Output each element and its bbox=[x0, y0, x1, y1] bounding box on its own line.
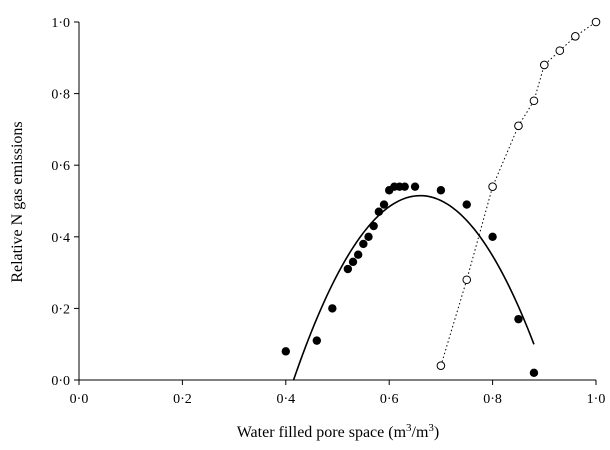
open-data-point bbox=[540, 60, 549, 70]
open-data-point bbox=[488, 182, 497, 191]
filled-data-point bbox=[359, 239, 368, 249]
filled-data-point bbox=[348, 257, 358, 267]
y-axis-label: Relative N gas emissions bbox=[9, 121, 26, 282]
y-tick-label: 0·4 bbox=[51, 231, 70, 246]
open-data-point bbox=[462, 275, 472, 285]
filled-data-point bbox=[400, 182, 409, 191]
open-data-point bbox=[514, 121, 523, 131]
y-tick-label: 1·0 bbox=[51, 16, 70, 31]
plot-area bbox=[78, 17, 601, 381]
x-tick-label: 0·6 bbox=[380, 392, 399, 407]
filled-data-point bbox=[379, 200, 389, 209]
fit-curve-line bbox=[292, 194, 535, 381]
filled-data-point bbox=[436, 186, 446, 195]
filled-data-point bbox=[369, 221, 378, 231]
x-tick-label: 0·0 bbox=[70, 392, 89, 407]
filled-data-point bbox=[343, 264, 353, 274]
open-series-line bbox=[440, 21, 597, 366]
filled-data-point bbox=[312, 336, 322, 345]
y-tick-label: 0·8 bbox=[51, 88, 70, 103]
open-data-point bbox=[529, 96, 539, 106]
x-tick-label: 1·0 bbox=[587, 392, 606, 407]
filled-data-point bbox=[353, 250, 363, 259]
y-tick-label: 0·2 bbox=[51, 302, 70, 317]
x-axis-ticks: 0·0 0·2 0·4 0·6 0·8 1·0 bbox=[70, 380, 606, 407]
filled-data-point bbox=[488, 232, 497, 241]
y-tick-label: 0·0 bbox=[51, 374, 70, 389]
open-data-point bbox=[571, 32, 580, 41]
x-tick-label: 0·4 bbox=[276, 392, 295, 407]
y-tick-label: 0·6 bbox=[51, 159, 70, 174]
open-data-point bbox=[436, 361, 446, 370]
x-tick-label: 0·8 bbox=[483, 392, 502, 407]
filled-data-point bbox=[514, 314, 523, 324]
filled-data-point bbox=[364, 232, 373, 241]
x-axis-label: Water filled pore space (m3/m3) bbox=[237, 422, 440, 441]
filled-data-point bbox=[462, 200, 471, 209]
open-data-point bbox=[591, 17, 601, 27]
filled-data-point bbox=[410, 182, 420, 191]
filled-data-point bbox=[281, 347, 290, 356]
filled-data-point bbox=[529, 368, 539, 378]
filled-data-point bbox=[328, 304, 337, 313]
x-tick-label: 0·2 bbox=[173, 392, 192, 407]
y-axis-ticks: 0·0 0·2 0·4 0·6 0·8 1·0 bbox=[51, 16, 79, 389]
filled-data-point bbox=[374, 207, 384, 216]
open-data-point bbox=[555, 46, 565, 55]
